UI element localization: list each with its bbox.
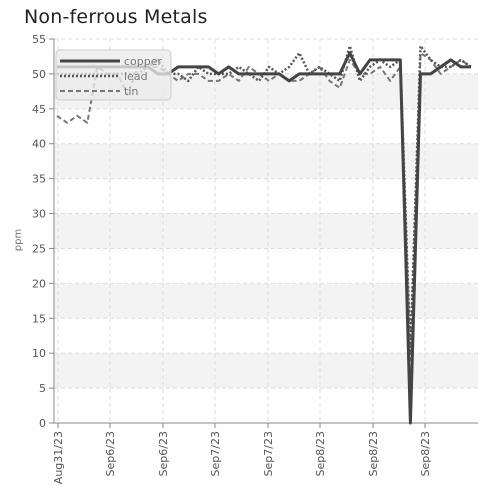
legend-label-copper: copper [124,55,163,68]
x-tick-label: Sep7/23 [262,431,275,476]
y-tick-label: 25 [32,242,46,255]
x-tick-label: Sep7/23 [209,431,222,476]
x-tick-label: Aug31/23 [52,431,65,484]
x-tick-label: Sep8/23 [314,431,327,476]
y-axis-label: ppm [13,229,24,251]
y-tick-label: 5 [39,382,46,395]
legend-label-tin: tin [124,85,138,98]
chart-title: Non-ferrous Metals [24,6,208,28]
y-tick-label: 0 [39,417,46,430]
y-tick-label: 30 [32,208,46,221]
x-tick-label: Sep8/23 [367,431,380,476]
y-tick-label: 35 [32,173,46,186]
y-tick-label: 45 [32,103,46,116]
x-tick-label: Sep8/23 [419,431,432,476]
y-tick-label: 15 [32,312,46,325]
y-tick-label: 50 [32,68,46,81]
x-tick-label: Sep6/23 [104,431,117,476]
y-tick-label: 10 [32,347,46,360]
y-tick-label: 20 [32,277,46,290]
y-axis: 0 5 10 15 20 25 30 35 40 45 50 55 [32,33,55,430]
plot-band [54,353,478,389]
y-tick-label: 55 [32,33,46,46]
legend-label-lead: lead [124,70,148,83]
legend: copper lead tin [55,49,172,101]
x-tick-label: Sep6/23 [157,431,170,476]
y-tick-label: 40 [32,138,46,151]
x-axis: Aug31/23 Sep6/23 Sep6/23 Sep7/23 Sep7/23 Sep8… [52,422,478,484]
plot-band [54,143,478,179]
